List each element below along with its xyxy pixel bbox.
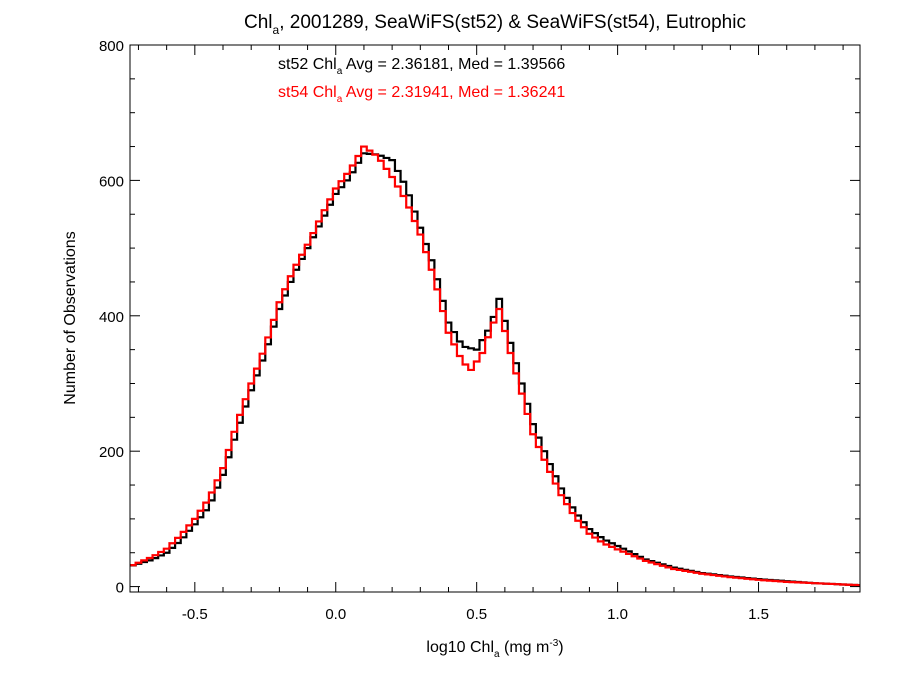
histogram-series-line-0: [130, 152, 860, 587]
y-tick-label: 200: [99, 444, 124, 461]
x-tick-label: 1.0: [607, 606, 628, 623]
title-pre: Chl: [244, 12, 273, 33]
title-sub: a: [273, 23, 280, 37]
xlabel-sup: -3: [549, 638, 558, 649]
annotation-st54-sub: a: [337, 94, 343, 105]
title-post: , 2001289, SeaWiFS(st52) & SeaWiFS(st54)…: [279, 12, 746, 33]
annotation-st54-post: Avg = 2.31941, Med = 1.36241: [342, 84, 565, 101]
x-tick-label: -0.5: [182, 606, 208, 623]
xlabel-post: ): [558, 639, 563, 656]
x-tick-label: 1.5: [748, 606, 769, 623]
annotation-st52-post: Avg = 2.36181, Med = 1.39566: [342, 56, 565, 73]
xlabel-pre: log10 Chl: [426, 639, 494, 656]
y-tick-label: 400: [99, 309, 124, 326]
annotation-st54: st54 Chla Avg = 2.31941, Med = 1.36241: [278, 84, 565, 105]
x-axis-label: log10 Chla (mg m-3): [426, 638, 563, 660]
x-tick-label: 0.5: [466, 606, 487, 623]
annotation-st52-pre: st52 Chl: [278, 56, 337, 73]
xlabel-mid: (mg m: [500, 639, 550, 656]
y-tick-label: 0: [116, 580, 124, 597]
x-tick-label: 0.0: [325, 606, 346, 623]
y-tick-label: 600: [99, 173, 124, 190]
plot-area: [130, 145, 860, 587]
xlabel-sub: a: [494, 649, 500, 660]
annotation-st52: st52 Chla Avg = 2.36181, Med = 1.39566: [278, 56, 565, 77]
annotation-st52-sub: a: [337, 66, 343, 77]
histogram-series-line-1: [130, 145, 860, 587]
chart-title: Chla, 2001289, SeaWiFS(st52) & SeaWiFS(s…: [244, 12, 746, 37]
plot-frame: [129, 44, 861, 593]
y-tick-label: 800: [99, 38, 124, 55]
annotation-st54-pre: st54 Chl: [278, 84, 337, 101]
axis-ticks: -0.5 0.0 0.5 1.0 1.5 0 200 400 600 800: [99, 38, 860, 623]
y-axis-label: Number of Observations: [62, 231, 79, 404]
